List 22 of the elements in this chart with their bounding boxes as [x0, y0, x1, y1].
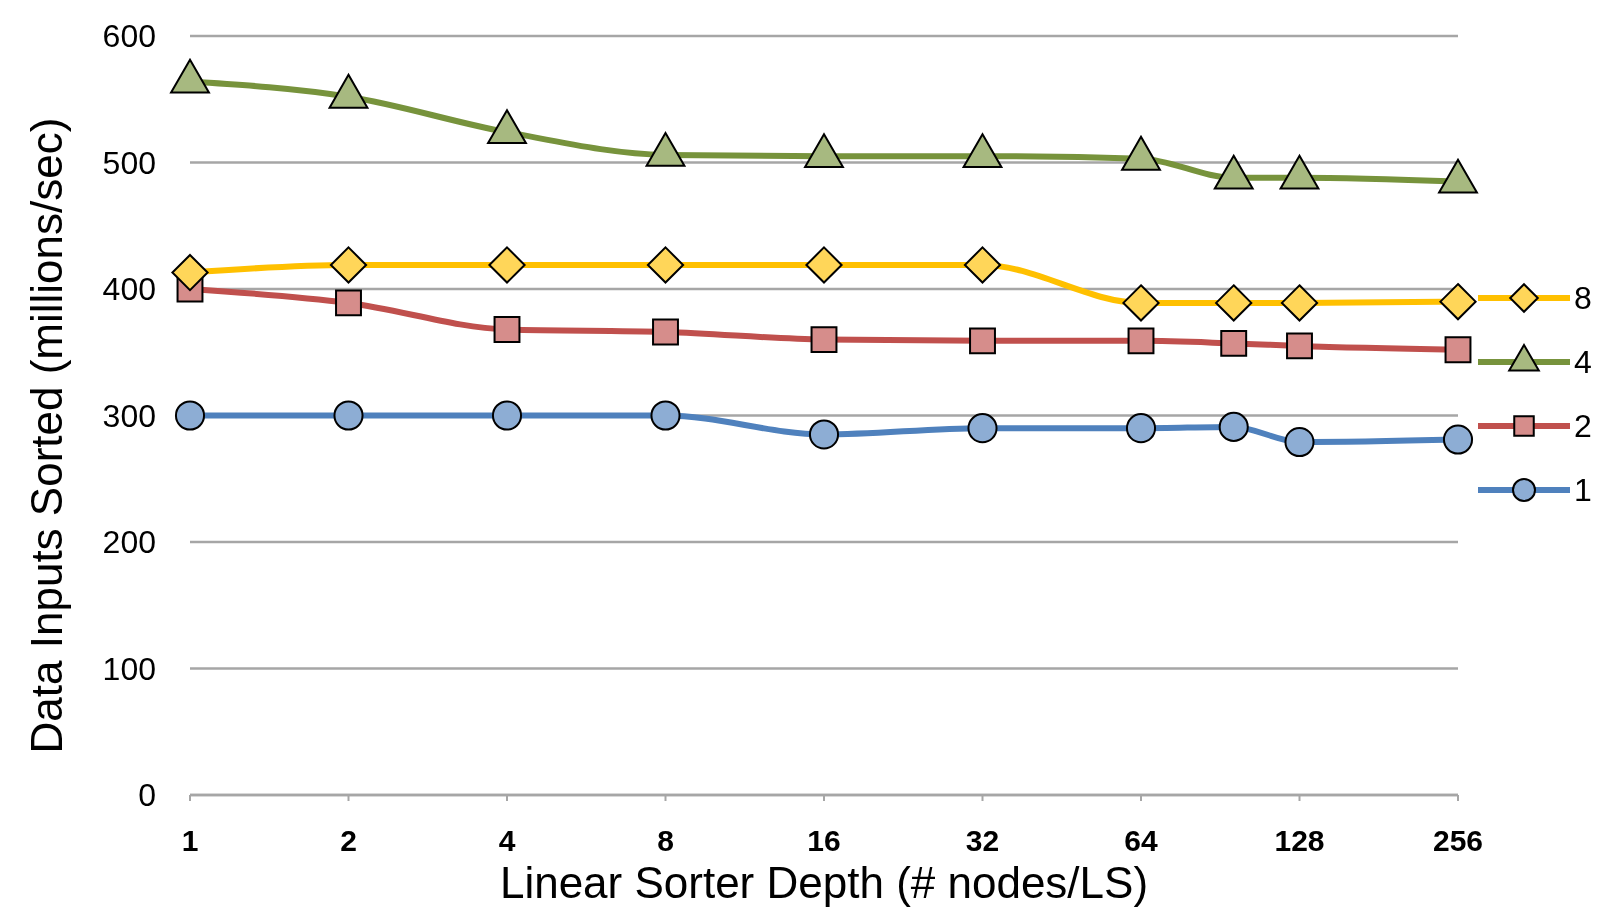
y-tick-label: 0 — [138, 777, 156, 813]
x-tick-label: 1 — [181, 824, 199, 857]
y-tick-label: 500 — [102, 144, 156, 181]
x-tick-label: 64 — [1124, 824, 1158, 857]
y-tick-label: 300 — [102, 397, 156, 434]
y-tick-label: 200 — [102, 524, 156, 560]
legend-label: 1 — [1574, 472, 1592, 508]
legend-label: 2 — [1574, 408, 1592, 444]
x-tick-label: 128 — [1274, 824, 1325, 857]
legend-label: 8 — [1574, 280, 1592, 316]
x-tick-label: 32 — [965, 824, 1000, 857]
x-tick-label: 2 — [340, 824, 357, 857]
y-tick-label: 600 — [102, 18, 156, 54]
x-tick-label: 16 — [807, 824, 841, 857]
x-tick-label: 4 — [498, 824, 516, 857]
y-axis-title: Data Inputs Sorted (millions/sec) — [22, 117, 71, 754]
x-axis-title: Linear Sorter Depth (# nodes/LS) — [499, 858, 1149, 907]
legend-label: 4 — [1574, 344, 1592, 380]
x-tick-label: 8 — [657, 824, 674, 857]
x-tick-label: 256 — [1432, 824, 1484, 857]
y-tick-label: 100 — [102, 650, 156, 687]
y-tick-label: 400 — [102, 271, 156, 307]
